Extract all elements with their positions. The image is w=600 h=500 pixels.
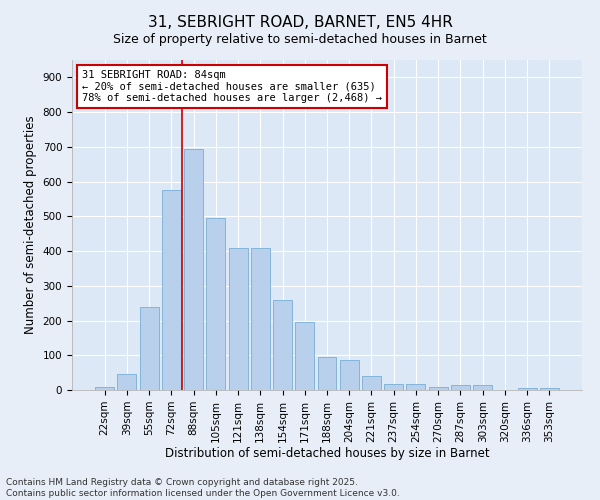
Bar xyxy=(518,388,536,390)
Bar xyxy=(451,386,470,390)
Bar xyxy=(184,148,203,390)
Bar xyxy=(118,374,136,390)
Bar xyxy=(406,384,425,390)
Bar xyxy=(473,386,492,390)
Text: Size of property relative to semi-detached houses in Barnet: Size of property relative to semi-detach… xyxy=(113,32,487,46)
Bar xyxy=(206,218,225,390)
Text: Contains HM Land Registry data © Crown copyright and database right 2025.
Contai: Contains HM Land Registry data © Crown c… xyxy=(6,478,400,498)
Bar xyxy=(429,386,448,390)
Bar xyxy=(229,248,248,390)
Y-axis label: Number of semi-detached properties: Number of semi-detached properties xyxy=(24,116,37,334)
Bar xyxy=(95,386,114,390)
Bar xyxy=(540,388,559,390)
Bar xyxy=(295,322,314,390)
Bar xyxy=(340,360,359,390)
Text: 31 SEBRIGHT ROAD: 84sqm
← 20% of semi-detached houses are smaller (635)
78% of s: 31 SEBRIGHT ROAD: 84sqm ← 20% of semi-de… xyxy=(82,70,382,103)
Text: 31, SEBRIGHT ROAD, BARNET, EN5 4HR: 31, SEBRIGHT ROAD, BARNET, EN5 4HR xyxy=(148,15,452,30)
Bar xyxy=(251,248,270,390)
Bar xyxy=(162,190,181,390)
X-axis label: Distribution of semi-detached houses by size in Barnet: Distribution of semi-detached houses by … xyxy=(164,448,490,460)
Bar xyxy=(140,306,158,390)
Bar xyxy=(273,300,292,390)
Bar xyxy=(384,384,403,390)
Bar xyxy=(317,357,337,390)
Bar xyxy=(362,376,381,390)
